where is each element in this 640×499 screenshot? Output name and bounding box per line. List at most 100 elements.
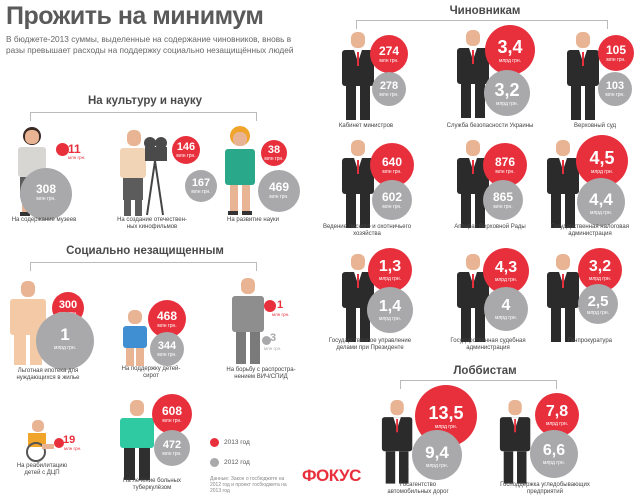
bubble-2012: 2,5 млрд грн. <box>578 284 618 324</box>
caption: На реабилитацию детей с ДЦП <box>16 463 68 476</box>
value-2013: 146 <box>176 141 196 153</box>
value-2013: 7,8 <box>545 403 569 420</box>
value-2013: 608 <box>161 404 183 418</box>
person-figure <box>232 278 264 364</box>
bubble-2012: 103 млн грн. <box>598 72 632 106</box>
caption: Кабинет министров <box>338 123 394 129</box>
caption: Льготная ипотека для нуждающихся в жилье <box>16 368 80 381</box>
unit-label: млрд грн. <box>586 309 610 316</box>
unit-label: млн грн. <box>606 57 626 63</box>
wheelchair-child-figure <box>26 420 54 462</box>
official-figure <box>457 140 489 228</box>
unit-label: млн грн. <box>162 451 182 457</box>
value-2012: 3 <box>270 332 277 344</box>
value-2013: 38 <box>267 144 281 156</box>
caption: На лечение больных туберкулёзом <box>122 478 181 491</box>
caption: Государственное управление делами при Пр… <box>328 338 412 351</box>
unit-label: млн грн. <box>382 204 402 210</box>
value-2013: 876 <box>494 155 516 169</box>
value-2012: 1,4 <box>378 298 402 315</box>
value-2013: 1 <box>277 299 284 311</box>
bubble-2013: 640 млн грн. <box>370 143 414 187</box>
bubble-2012: 469 млн грн. <box>258 170 300 212</box>
bubble-2012: 1 млрд грн. <box>36 312 94 370</box>
value-2012: 103 <box>605 79 625 92</box>
unit-label: млн грн. <box>379 91 399 98</box>
official-figure <box>342 254 374 342</box>
unit-label: млн грн. <box>493 204 513 210</box>
value-2012: 344 <box>157 340 177 352</box>
unit-label: млрд грн. <box>542 460 566 466</box>
value-2013: 105 <box>605 43 627 57</box>
value-2013: 300 <box>58 299 78 311</box>
bubble-2013 <box>264 300 276 312</box>
unit-label: млн грн. <box>269 194 289 200</box>
caption: Служба безопасности Украины <box>446 123 534 129</box>
caption: Ведение лесного и охотничьего хозяйства <box>322 224 412 237</box>
bubble-2013 <box>56 143 69 156</box>
bubble-2012: 6,6 млрд грн. <box>530 430 578 478</box>
page-subtitle: В бюджете-2013 суммы, выделенные на соде… <box>6 34 294 55</box>
unit-label: млн грн. <box>64 446 82 451</box>
value-2013: 13,5 <box>428 403 464 423</box>
official-figure <box>342 32 374 120</box>
official-figure <box>499 400 531 484</box>
section-title-social: Социально незащищенным <box>66 245 224 257</box>
bubble-2012: 4 млрд грн. <box>484 287 528 331</box>
value-2012: 602 <box>381 190 403 204</box>
source-note: Данные: Закон о госбюджете на 2012 год и… <box>210 476 287 494</box>
value-2013: 3,4 <box>497 37 523 57</box>
bubble-2013: 4,5 млрд грн. <box>576 135 628 187</box>
value-2012: 278 <box>379 79 399 92</box>
caption: Господдержка угледобывающих предприятий <box>500 482 590 495</box>
bubble-2013: 274 млн грн. <box>370 35 408 73</box>
unit-label: млрд грн. <box>495 101 519 107</box>
bubble-2012: 4,4 млрд грн. <box>577 178 625 226</box>
unit-label: млн грн. <box>605 91 625 98</box>
caption: Аппарат Верховной Рады <box>454 224 526 230</box>
caption: На содержание музеев <box>11 217 77 223</box>
unit-label: млрд грн. <box>434 424 458 430</box>
section-title-officials: Чиновникам <box>449 5 521 17</box>
bubble-2013: 4,3 млрд грн. <box>483 248 529 294</box>
legend-dot-2012 <box>210 458 219 467</box>
section-bracket <box>30 262 257 271</box>
caption: На поддержку детей-сирот <box>121 366 181 379</box>
bubble-2012: 1,4 млрд грн. <box>367 287 413 333</box>
caption: Государственная налоговая администрация <box>551 224 629 237</box>
value-2012: 472 <box>162 439 182 451</box>
official-figure <box>547 254 579 342</box>
value-2012: 2,5 <box>587 292 609 310</box>
caption: На создание отечествен-ных кинофильмов <box>117 217 187 230</box>
brand-logo: ФОКУС <box>302 466 361 485</box>
unit-label: млрд грн. <box>545 421 569 427</box>
value-2013: 4,3 <box>494 259 518 276</box>
bubble-2013: 1,3 млрд грн. <box>368 248 412 292</box>
bubble-2013: 468 млн грн. <box>148 300 186 338</box>
value-2013: 274 <box>378 44 400 58</box>
bubble-2013: 876 млн грн. <box>483 143 527 187</box>
unit-label: млн грн. <box>157 323 177 329</box>
bubble-2013: 608 млн грн. <box>152 394 192 434</box>
caption: Госагентство автомобильных дорог <box>387 482 449 495</box>
bubble-2012: 865 млн грн. <box>483 180 523 220</box>
value-2012: 1 <box>60 325 70 344</box>
value-2013: 3,2 <box>588 258 612 275</box>
value-2012: 3,2 <box>494 80 520 100</box>
unit-label: млрд грн. <box>494 315 518 321</box>
unit-label: млн грн. <box>176 153 196 159</box>
value-2013: 4,5 <box>589 148 615 168</box>
unit-label: млрд грн. <box>425 462 449 469</box>
unit-label: млн грн. <box>264 346 282 351</box>
bubble-2013: 7,8 млрд грн. <box>535 393 579 437</box>
value-2012: 469 <box>268 180 290 194</box>
unit-label: млрд грн. <box>378 316 402 322</box>
legend-label-2012: 2012 год <box>224 459 250 466</box>
section-title-lobby: Лоббистам <box>453 365 517 377</box>
value-2012: 6,6 <box>542 442 566 459</box>
unit-label: млрд грн. <box>378 276 402 282</box>
bubble-2012: 9,4 млрд грн. <box>412 430 462 480</box>
caption: На борьбу с распростра-нением ВИЧ/СПИД <box>226 367 296 380</box>
unit-label: млрд грн. <box>498 58 522 64</box>
bubble-2012 <box>262 336 271 345</box>
